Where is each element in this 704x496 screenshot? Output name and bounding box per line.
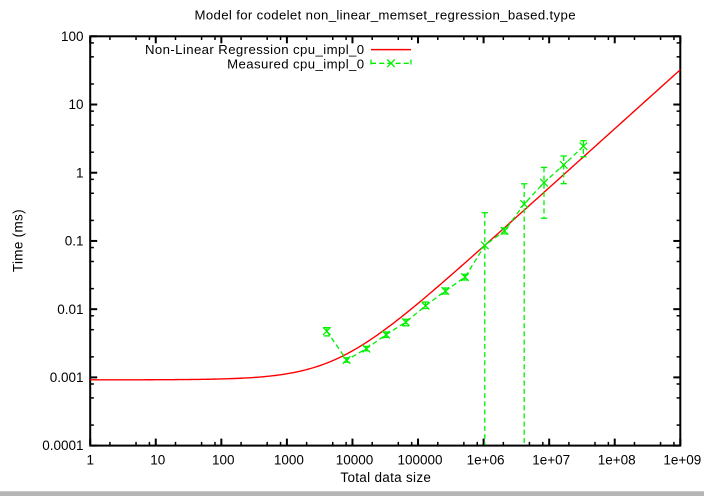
svg-text:10000: 10000 <box>336 452 374 467</box>
svg-text:Measured cpu_impl_0: Measured cpu_impl_0 <box>227 56 364 71</box>
svg-text:Time (ms): Time (ms) <box>11 209 26 272</box>
svg-text:1e+07: 1e+07 <box>532 452 570 467</box>
svg-text:100: 100 <box>212 452 235 467</box>
svg-text:1e+06: 1e+06 <box>467 452 505 467</box>
svg-text:100000: 100000 <box>397 452 442 467</box>
svg-text:0.001: 0.001 <box>50 370 84 385</box>
svg-text:100: 100 <box>61 29 84 44</box>
svg-text:1: 1 <box>76 165 84 180</box>
svg-text:1e+08: 1e+08 <box>598 452 636 467</box>
svg-text:0.1: 0.1 <box>65 234 84 249</box>
svg-text:10: 10 <box>150 452 165 467</box>
svg-text:0.01: 0.01 <box>57 302 83 317</box>
svg-text:Non-Linear Regression cpu_impl: Non-Linear Regression cpu_impl_0 <box>145 42 365 57</box>
svg-text:0.0001: 0.0001 <box>42 438 83 453</box>
svg-text:1e+09: 1e+09 <box>663 452 701 467</box>
svg-text:Total data size: Total data size <box>340 470 431 485</box>
svg-text:1: 1 <box>86 452 94 467</box>
svg-text:Model for codelet non_linear_m: Model for codelet non_linear_memset_regr… <box>195 8 576 23</box>
svg-text:10: 10 <box>68 97 83 112</box>
svg-text:1000: 1000 <box>274 452 304 467</box>
